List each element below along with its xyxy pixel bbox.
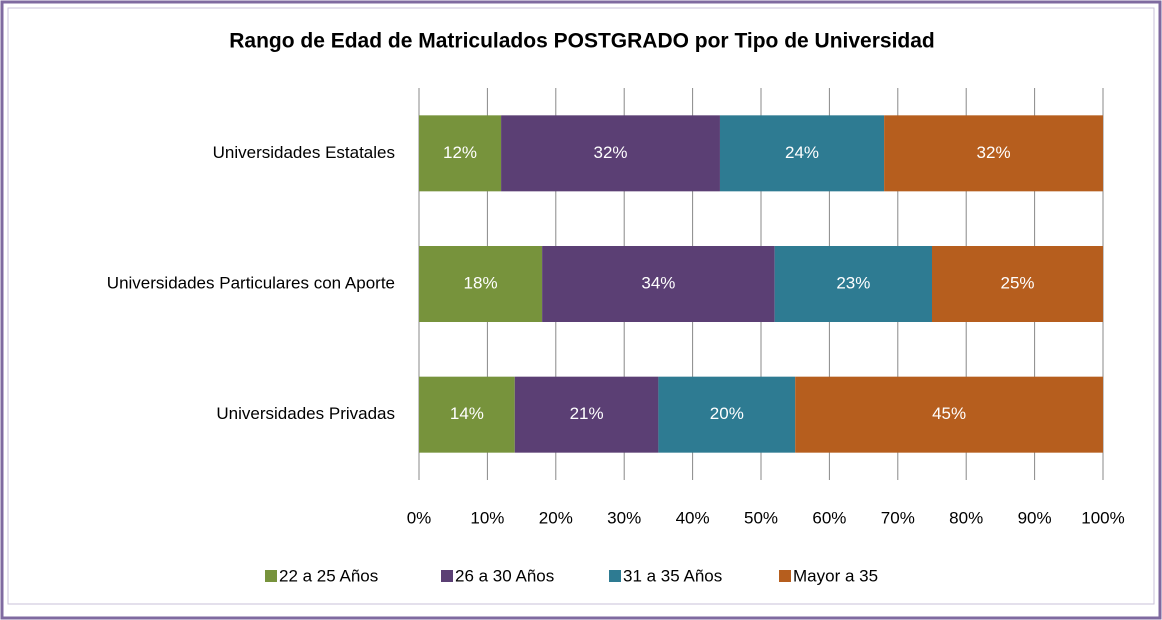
value-label: 14% bbox=[450, 404, 484, 423]
y-tick-label: Universidades Particulares con Aporte bbox=[107, 273, 395, 292]
value-label: 18% bbox=[464, 273, 498, 292]
x-tick-label: 40% bbox=[676, 508, 710, 527]
bar-segment bbox=[501, 115, 720, 192]
bar-segment bbox=[658, 376, 796, 453]
value-label: 32% bbox=[977, 143, 1011, 162]
legend-label: 26 a 30 Años bbox=[455, 566, 554, 585]
bar-segment bbox=[514, 376, 659, 453]
x-tick-label: 90% bbox=[1018, 508, 1052, 527]
x-tick-label: 30% bbox=[607, 508, 641, 527]
value-label: 12% bbox=[443, 143, 477, 162]
y-tick-label: Universidades Privadas bbox=[216, 404, 395, 423]
legend-swatch bbox=[779, 570, 791, 582]
value-label: 25% bbox=[1000, 273, 1034, 292]
bar-segment bbox=[774, 246, 932, 322]
x-tick-label: 20% bbox=[539, 508, 573, 527]
value-label: 20% bbox=[710, 404, 744, 423]
value-label: 23% bbox=[836, 273, 870, 292]
chart-title: Rango de Edad de Matriculados POSTGRADO … bbox=[229, 30, 935, 53]
x-tick-label: 50% bbox=[744, 508, 778, 527]
bar-segment bbox=[719, 115, 885, 192]
value-label: 45% bbox=[932, 404, 966, 423]
legend-swatch bbox=[265, 570, 277, 582]
legend-swatch bbox=[441, 570, 453, 582]
bar-segment bbox=[932, 246, 1103, 322]
x-tick-label: 70% bbox=[881, 508, 915, 527]
x-tick-label: 0% bbox=[407, 508, 432, 527]
bar-segment bbox=[419, 246, 543, 322]
chart-inner-border bbox=[7, 7, 1155, 605]
legend-label: 22 a 25 Años bbox=[279, 566, 378, 585]
x-tick-label: 80% bbox=[949, 508, 983, 527]
legend-swatch bbox=[609, 570, 621, 582]
bar-segment bbox=[542, 246, 775, 322]
bar-segment bbox=[419, 376, 515, 453]
x-tick-label: 10% bbox=[470, 508, 504, 527]
value-label: 24% bbox=[785, 143, 819, 162]
value-label: 32% bbox=[594, 143, 628, 162]
x-tick-label: 60% bbox=[812, 508, 846, 527]
value-label: 21% bbox=[570, 404, 604, 423]
value-label: 34% bbox=[641, 273, 675, 292]
y-tick-label: Universidades Estatales bbox=[213, 143, 395, 162]
bar-segment bbox=[795, 376, 1103, 453]
bar-segment bbox=[884, 115, 1103, 192]
legend-label: 31 a 35 Años bbox=[623, 566, 722, 585]
legend-label: Mayor a 35 bbox=[793, 566, 878, 585]
x-tick-label: 100% bbox=[1081, 508, 1124, 527]
bar-segment bbox=[419, 115, 502, 192]
